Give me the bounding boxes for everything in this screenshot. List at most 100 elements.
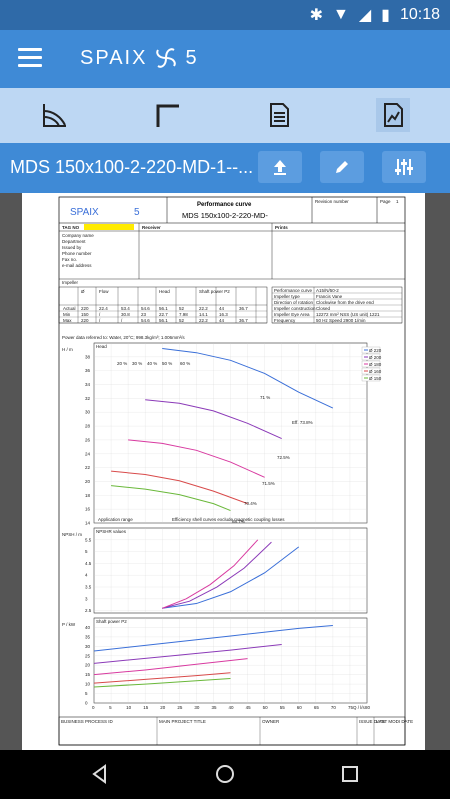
x-tick-label: 45 [246,705,252,710]
y-tick-label: 3 [85,596,88,601]
table-cell: / [99,318,101,323]
footer-field: OWNER [262,719,280,724]
bluetooth-icon: ✱ [309,7,323,24]
series-line-200 [145,399,282,439]
contact-line: Company name [62,233,94,238]
signal-icon: ◢ [358,7,372,24]
table-cell: 56.1 [159,318,168,323]
efficiency-label: 71.5% [262,481,275,486]
table-head: Ø [81,289,85,294]
data-table: Ø Flow Head Shaft power P2 Actual 220 22.4 53.4… [58,286,268,324]
x-tick-label: 35 [211,705,217,710]
x-tick-label: 80 [365,705,371,710]
series-line-180 [93,658,248,676]
x-tick-label: 55 [280,705,286,710]
y-tick-label: 36 [85,368,91,373]
perf-key: Performance curve [274,288,313,293]
y-tick-label: 20 [85,663,91,668]
legend-label: Ø 150 [369,376,382,381]
status-time: 10:18 [399,6,440,23]
perf-key: Impeller construction [274,306,316,311]
navigation-bar [0,750,450,799]
x-tick-label: 15 [143,705,149,710]
table-cell: 22.2 [199,306,208,311]
x-tick-label: 30 [194,705,200,710]
efficiency-label: 20 % [117,361,127,366]
menu-icon[interactable] [18,48,42,70]
table-cell: 16.3 [219,312,228,317]
edit-button[interactable] [320,151,364,183]
table-cell: 22.4 [99,306,108,311]
chart-document-tool-button[interactable] [376,98,410,132]
settings-button[interactable] [382,151,426,183]
table-cell: 44 [219,318,225,323]
table-cell: 14.1 [199,312,208,317]
efficiency-label: 60 % [180,361,190,366]
y-tick-label: 0 [85,701,88,706]
battery-icon: ▮ [381,7,390,24]
perf-value: Closed [316,306,331,311]
legend-item [361,360,381,368]
x-tick-label: 40 [229,705,235,710]
legend-label: Ø 160 [369,369,382,374]
series-line-160 [111,470,248,505]
doc-header-model: MDS 150x100-2-220-MD- [182,211,268,220]
sliders-icon [395,159,413,175]
datasheet: SPAIX 5 Performance curve MDS 150x100-2-… [58,196,413,746]
doc-logo-version: 5 [134,207,140,218]
performance-info-table: Performance curve A15/N/50-2 Impeller type… [271,286,403,324]
series-line-200 [93,643,282,664]
y-tick-label: 34 [85,382,91,387]
upload-button[interactable] [258,151,302,183]
series-line-220 [162,348,334,409]
table-cell: 220 [81,318,89,323]
tag-label: TAG NO [62,225,80,230]
chart-document-icon [384,103,403,127]
table-head: Flow [99,289,109,294]
document-page: SPAIX 5 Performance curve MDS 150x100-2-… [22,193,425,750]
table-cell: 150 [81,312,89,317]
y-tick-label: 30 [85,410,91,415]
series-line-220 [93,625,333,652]
table-cell: 22.7 [159,312,168,317]
table-cell: 30.8 [121,312,130,317]
efficiency-label: 72.5% [277,455,290,460]
y-tick-label: 2.5 [85,608,92,613]
series-line-180 [162,539,259,609]
back-nav-icon[interactable] [88,762,112,786]
status-bar: ✱ ▼ ◢ ▮ 10:18 [0,0,450,30]
power-note: Power data referred to: Water, 20°C; 998… [62,335,185,340]
corner-icon [156,104,179,127]
y-tick-label: 15 [85,672,91,677]
y-tick-label: 32 [85,396,91,401]
table-cell: 44 [219,306,225,311]
y-axis-label: P / kW [62,622,76,627]
table-cell: Actual [63,306,76,311]
y-tick-label: 20 [85,479,91,484]
x-tick-label: 60 [297,705,303,710]
x-tick-label: 25 [177,705,183,710]
impeller-label: Impeller [62,280,79,285]
contact-line: e-mail address [62,263,92,268]
curve-tool-button[interactable] [38,98,72,132]
perf-value: A15/N/50-2 [316,288,339,293]
document-tool-button[interactable] [262,98,296,132]
table-cell: 54.6 [141,318,150,323]
footer-field: LAST MODI DATE [376,719,413,724]
table-head: Head [159,289,170,294]
x-tick-label: 65 [314,705,320,710]
home-nav-icon[interactable] [213,762,237,786]
y-tick-label: 30 [85,644,91,649]
page-value: 1 [396,199,399,204]
perf-value: Clockwise from the drive end [316,300,374,305]
efficiency-label: 68.7% [232,519,245,524]
app-logo: SPAIX 5 [80,45,199,71]
y-tick-label: 28 [85,424,91,429]
recents-nav-icon[interactable] [338,762,362,786]
legend-item [361,353,381,361]
document-viewer[interactable]: SPAIX 5 Performance curve MDS 150x100-2-… [0,193,450,750]
table-cell: Min [63,312,71,317]
corner-tool-button[interactable] [150,98,184,132]
series-line-180 [128,439,265,478]
